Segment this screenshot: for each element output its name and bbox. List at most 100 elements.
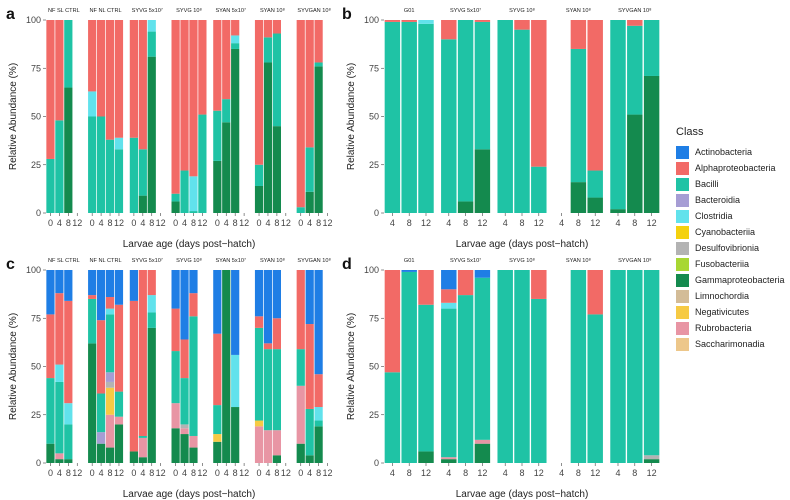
x-tick-label: 8 — [632, 468, 637, 478]
bar-segment-gammaproteobacteria — [418, 451, 434, 463]
x-tick-label: 4 — [140, 218, 145, 228]
legend-item: Actinobacteria — [676, 144, 790, 160]
legend-label: Bacilli — [695, 179, 719, 189]
bar-segment-alphaproteobacteria — [55, 20, 64, 121]
x-tick-label: 12 — [590, 218, 600, 228]
bar-segment-bacilli — [46, 158, 55, 213]
facet-3: SYAN 10⁸ 4 8 12 — [559, 257, 603, 478]
facet-1: SYVG 5x10⁷ 4 8 12 — [441, 7, 491, 228]
legend-label: Desulfovibrionia — [695, 243, 760, 253]
x-tick-label: 12 — [239, 218, 249, 228]
bar-segment-bacilli — [314, 420, 323, 427]
facet-3: SYVG 10⁸ 0 4 8 12 — [171, 257, 207, 478]
x-tick-label: 4 — [182, 218, 187, 228]
bar-segment-clostridia — [147, 20, 156, 32]
y-axis-label: Relative Abundance (%) — [8, 313, 19, 420]
facet-3: SYAN 10⁸ 4 8 12 — [559, 7, 603, 228]
x-tick-label: 12 — [72, 468, 82, 478]
bar-segment-bacteroidia — [97, 432, 106, 444]
bar-segment-bacilli — [296, 349, 305, 386]
legend-label: Cyanobacteriia — [695, 227, 756, 237]
facet-title: SYVG 5x10⁷ — [450, 257, 481, 264]
x-tick-label: 12 — [114, 218, 124, 228]
bar-segment-actinobacteria — [88, 270, 97, 296]
bar-segment-bacilli — [627, 25, 643, 115]
facet-5: SYAN 10⁸ 0 4 8 12 — [254, 257, 291, 478]
x-tick-label: 8 — [576, 218, 581, 228]
x-tick-label: 4 — [446, 218, 451, 228]
bar-segment-bacilli — [88, 298, 97, 344]
bar-segment-gammaproteobacteria — [97, 443, 106, 463]
bar-segment-actinobacteria — [114, 270, 124, 305]
x-tick-label: 0 — [173, 468, 178, 478]
bar-segment-actinobacteria — [231, 270, 240, 355]
facet-title: SYVG 5x10⁷ — [132, 257, 163, 264]
legend-item: Rubrobacteria — [676, 320, 790, 336]
facet-4: SYVGAN 10⁸ 4 8 12 — [610, 257, 660, 478]
y-tick-label: 75 — [31, 313, 41, 323]
bar-segment-alphaproteobacteria — [171, 308, 180, 352]
bar-segment-alphaproteobacteria — [272, 318, 281, 350]
bar-segment-negativicutes — [105, 387, 115, 415]
x-tick-label: 0 — [298, 468, 303, 478]
bar-segment-gammaproteobacteria — [305, 455, 314, 463]
x-tick-label: 12 — [72, 218, 82, 228]
bar-segment-gammaproteobacteria — [587, 197, 603, 213]
facet-0: NF SL CTRL 0 4 8 12 — [46, 258, 82, 478]
x-tick-label: 4 — [182, 468, 187, 478]
x-tick-label: 4 — [503, 468, 508, 478]
x-tick-label: 4 — [307, 468, 312, 478]
bar-segment-alphaproteobacteria — [441, 289, 457, 303]
bar-segment-gammaproteobacteria — [231, 407, 240, 463]
bar-segment-rubrobacteria — [441, 457, 457, 460]
bar-segment-bacilli — [213, 405, 222, 435]
x-tick-label: 0 — [257, 468, 262, 478]
facet-title: NF NL CTRL — [90, 8, 122, 14]
bar-segment-clostridia — [418, 20, 434, 24]
x-tick-label: 0 — [90, 218, 95, 228]
x-tick-label: 4 — [615, 218, 620, 228]
bar-segment-bacilli — [180, 170, 189, 213]
bar-segment-gammaproteobacteria — [88, 343, 97, 463]
bar-segment-bacilli — [189, 316, 198, 436]
x-tick-label: 8 — [407, 468, 412, 478]
bar-segment-alphaproteobacteria — [189, 293, 198, 317]
facet-title: G01 — [404, 258, 415, 264]
bar-segment-bacilli — [384, 21, 401, 214]
bar-segment-gammaproteobacteria — [64, 87, 73, 213]
bar-segment-bacilli — [254, 327, 264, 421]
bar-segment-alphaproteobacteria — [418, 270, 434, 305]
facet-title: SYAN 10⁸ — [260, 257, 286, 264]
bar-segment-alphaproteobacteria — [296, 20, 305, 208]
y-axis-label: Relative Abundance (%) — [346, 63, 357, 170]
x-tick-label: 12 — [534, 468, 544, 478]
bar-segment-alphaproteobacteria — [147, 270, 156, 296]
bar-segment-bacilli — [587, 170, 603, 198]
bar-segment-bacilli — [570, 270, 587, 463]
bar-segment-rubrobacteria — [138, 437, 147, 458]
x-tick-label: 4 — [615, 468, 620, 478]
x-tick-label: 8 — [108, 468, 113, 478]
bar-segment-bacilli — [531, 166, 547, 213]
bar-segment-gammaproteobacteria — [474, 443, 491, 463]
bar-segment-bacilli — [610, 270, 626, 463]
x-tick-label: 8 — [407, 218, 412, 228]
bar-segment-bacilli — [441, 39, 457, 213]
bar-segment-clostridia — [231, 354, 240, 408]
x-tick-label: 4 — [446, 468, 451, 478]
bar-segment-actinobacteria — [105, 270, 115, 298]
legend-item: Clostridia — [676, 208, 790, 224]
y-tick-label: 50 — [369, 112, 379, 122]
facet-2: SYVG 5x10⁷ 0 4 8 12 — [129, 7, 166, 228]
bar-segment-alphaproteobacteria — [627, 20, 643, 26]
legend-label: Rubrobacteria — [695, 323, 752, 333]
facet-4: SYVGAN 10⁸ 4 8 12 — [610, 7, 660, 228]
x-tick-label: 4 — [57, 468, 62, 478]
legend-swatch — [676, 241, 689, 255]
legend-swatch — [676, 273, 689, 287]
x-tick-label: 8 — [191, 468, 196, 478]
bar-segment-actinobacteria — [213, 270, 222, 334]
bar-segment-bacilli — [88, 116, 97, 213]
legend-item: Saccharimonadia — [676, 336, 790, 352]
